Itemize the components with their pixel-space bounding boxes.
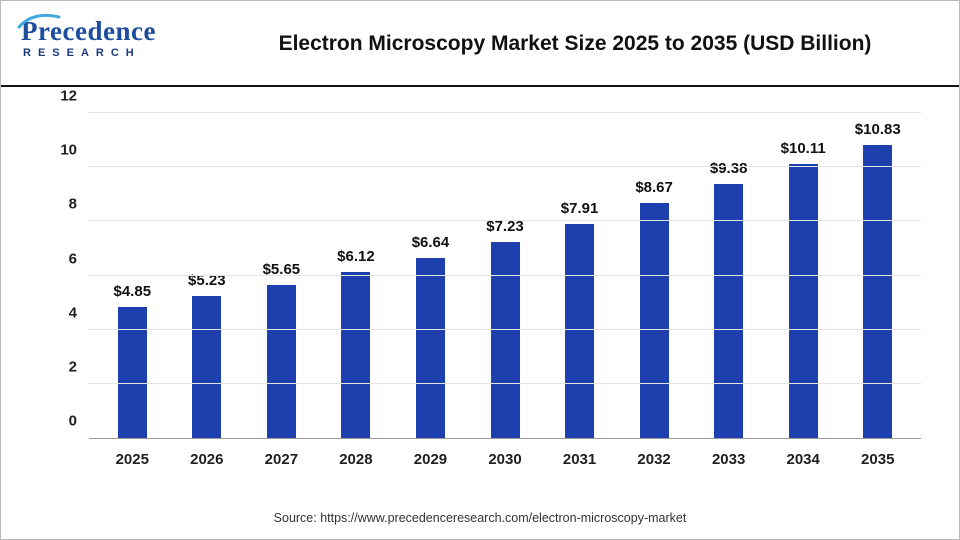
bar bbox=[565, 223, 595, 438]
bar-column: $4.85 bbox=[95, 113, 170, 438]
bar-column: $9.38 bbox=[691, 113, 766, 438]
bar-value-label: $7.23 bbox=[486, 218, 524, 236]
bar bbox=[117, 306, 147, 438]
x-axis-label: 2034 bbox=[786, 451, 820, 468]
bars-container: $4.85 $5.23 $5.65 $6.12 $6.64 $7.23 $7.91 $8.67… bbox=[89, 113, 921, 438]
bar-value-label: $6.64 bbox=[411, 234, 450, 252]
gridline bbox=[89, 328, 921, 330]
bar-column: $10.11 bbox=[766, 113, 841, 438]
logo-wordmark: Precedence bbox=[21, 16, 156, 46]
bar-value-label: $10.11 bbox=[780, 140, 826, 158]
bar-column: $7.23 bbox=[468, 113, 543, 438]
bar-column: $6.64 bbox=[393, 113, 468, 438]
header: Precedence RESEARCH Electron Microscopy … bbox=[1, 1, 959, 87]
gridline bbox=[89, 166, 921, 168]
bar-value-label: $5.23 bbox=[188, 272, 226, 290]
x-axis-label: 2028 bbox=[339, 451, 373, 468]
bar bbox=[863, 144, 893, 438]
bar-column: $5.23 bbox=[170, 113, 245, 438]
bar-column: $6.12 bbox=[319, 113, 394, 438]
gridline bbox=[89, 220, 921, 222]
y-axis-tick-label: 6 bbox=[68, 250, 77, 267]
x-axis-label: 2025 bbox=[115, 451, 149, 468]
x-axis-label: 2035 bbox=[861, 451, 895, 468]
bar bbox=[788, 164, 818, 438]
y-axis-tick-label: 8 bbox=[68, 195, 77, 213]
bar-value-label: $4.85 bbox=[113, 282, 152, 300]
bar-value-label: $7.91 bbox=[560, 199, 599, 217]
bar-value-label: $5.65 bbox=[262, 260, 301, 278]
page-title: Electron Microscopy Market Size 2025 to … bbox=[278, 32, 872, 55]
source-text: Source: https://www.precedenceresearch.c… bbox=[273, 511, 687, 525]
x-axis-label: 2031 bbox=[562, 451, 597, 468]
logo-subtitle: RESEARCH bbox=[23, 47, 141, 60]
y-axis-tick-label: 2 bbox=[68, 358, 77, 376]
y-axis-tick-label: 10 bbox=[60, 141, 77, 159]
y-axis-tick-label: 12 bbox=[60, 87, 77, 105]
x-axis-labels: 2025 2026 2027 2028 2029 2030 2031 2032 2033 2034… bbox=[89, 451, 921, 468]
bar-column: $8.67 bbox=[617, 113, 692, 438]
bar bbox=[714, 183, 744, 438]
gridline bbox=[89, 112, 921, 113]
x-axis-label: 2026 bbox=[190, 451, 224, 468]
bar bbox=[266, 284, 296, 438]
bar-chart: $4.85 $5.23 $5.65 $6.12 $6.64 $7.23 $7.91 $8.67… bbox=[1, 88, 959, 539]
gridline bbox=[89, 274, 921, 276]
gridline bbox=[89, 382, 921, 384]
y-axis-tick-label: 0 bbox=[68, 412, 77, 430]
bar-value-label: $8.67 bbox=[635, 179, 673, 197]
bar bbox=[192, 296, 222, 438]
plot-area: $4.85 $5.23 $5.65 $6.12 $6.64 $7.23 $7.91 $8.67… bbox=[60, 88, 921, 439]
bar-column: $5.65 bbox=[244, 113, 319, 438]
bar bbox=[341, 272, 371, 438]
bar-value-label: $9.38 bbox=[709, 159, 748, 177]
bar bbox=[415, 258, 445, 438]
logo-swoosh-icon bbox=[17, 13, 61, 29]
x-axis-label: 2027 bbox=[264, 451, 299, 468]
x-axis-label: 2030 bbox=[488, 451, 522, 468]
precedence-research-logo: Precedence RESEARCH bbox=[17, 13, 211, 60]
bar-value-label: $6.12 bbox=[337, 248, 375, 266]
x-axis-label: 2032 bbox=[637, 451, 671, 468]
y-axis-tick-label: 4 bbox=[68, 304, 77, 322]
bar-column: $7.91 bbox=[542, 113, 617, 438]
x-axis-label: 2033 bbox=[711, 451, 746, 468]
bar bbox=[490, 242, 520, 438]
x-axis-label: 2029 bbox=[413, 451, 448, 468]
bar-column: $10.83 bbox=[840, 113, 915, 438]
bar-value-label: $10.83 bbox=[854, 120, 901, 138]
bar bbox=[639, 203, 669, 438]
